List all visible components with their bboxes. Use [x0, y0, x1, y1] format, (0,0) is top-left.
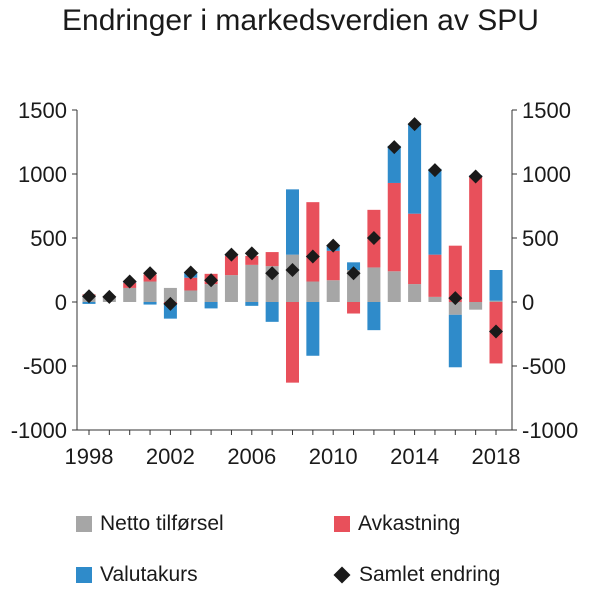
marker-samlet-endring-2017 [468, 169, 483, 184]
y-tick-label-left: -500 [23, 354, 67, 379]
bar-valutakurs-2009 [306, 302, 320, 356]
bar-valutakurs-2013 [387, 145, 401, 183]
bar-valutakurs-2015 [428, 168, 442, 255]
bar-netto-tilf-rsel-2004 [204, 284, 218, 302]
bar-avkastning-2015 [428, 254, 442, 297]
y-tick-label-left: 500 [30, 226, 67, 251]
bar-netto-tilf-rsel-2017 [469, 302, 483, 310]
marker-samlet-endring-2009 [305, 249, 320, 264]
bar-avkastning-2003 [184, 277, 198, 291]
bar-netto-tilf-rsel-2013 [387, 271, 401, 302]
marker-samlet-endring-2016 [448, 291, 463, 306]
marker-samlet-endring-2003 [183, 265, 198, 280]
bar-avkastning-2010 [326, 250, 340, 281]
y-tick-label-left: 1000 [18, 162, 67, 187]
bar-netto-tilf-rsel-2016 [448, 302, 462, 315]
marker-samlet-endring-2012 [366, 231, 381, 245]
bar-netto-tilf-rsel-2002 [163, 287, 177, 302]
bar-valutakurs-2008 [286, 189, 299, 255]
bar-avkastning-2017 [469, 176, 483, 302]
bar-avkastning-2016 [448, 245, 462, 302]
x-tick-label: 2014 [390, 444, 439, 469]
bar-avkastning-2005 [224, 255, 238, 276]
bar-valutakurs-2016 [448, 314, 462, 368]
bar-valutakurs-2014 [408, 124, 422, 214]
x-tick-label: 2002 [146, 444, 195, 469]
bar-avkastning-2007 [265, 252, 279, 267]
bar-netto-tilf-rsel-2010 [326, 280, 340, 302]
bar-valutakurs-2007 [265, 302, 279, 322]
y-tick-label-right: 1500 [522, 98, 571, 123]
marker-samlet-endring-2004 [204, 273, 219, 288]
bar-avkastning-2011 [347, 302, 361, 314]
y-tick-label-right: -500 [522, 354, 566, 379]
marker-samlet-endring-2002 [163, 296, 178, 311]
bar-netto-tilf-rsel-2014 [408, 284, 422, 302]
bar-avkastning-2013 [387, 182, 401, 272]
bar-netto-tilf-rsel-2006 [245, 264, 259, 302]
bar-netto-tilf-rsel-2011 [347, 270, 361, 302]
y-tick-label-right: 500 [522, 226, 559, 251]
bar-avkastning-2009 [306, 202, 320, 282]
bar-valutakurs-2011 [347, 262, 361, 270]
marker-samlet-endring-2018 [489, 324, 503, 339]
marker-samlet-endring-1999 [102, 289, 117, 304]
marker-samlet-endring-2013 [387, 140, 402, 155]
bar-netto-tilf-rsel-2003 [184, 290, 198, 302]
bar-netto-tilf-rsel-2012 [367, 267, 381, 302]
bar-avkastning-2008 [286, 302, 299, 383]
chart-title: Endringer i markedsverdien av SPU [62, 4, 539, 37]
bar-netto-tilf-rsel-2015 [428, 296, 442, 302]
y-tick-label-right: -1000 [522, 418, 578, 443]
bar-netto-tilf-rsel-2005 [224, 275, 238, 302]
bar-avkastning-2006 [245, 255, 259, 265]
marker-samlet-endring-1998 [82, 289, 96, 304]
bar-netto-tilf-rsel-2009 [306, 281, 320, 302]
bar-netto-tilf-rsel-2018 [489, 300, 503, 302]
x-tick-label: 2010 [309, 444, 358, 469]
bar-netto-tilf-rsel-2008 [286, 254, 299, 302]
bar-valutakurs-2006 [245, 302, 259, 306]
bar-valutakurs-2018 [489, 270, 503, 301]
y-tick-label-right: 0 [522, 290, 534, 315]
bar-avkastning-2014 [408, 213, 422, 285]
marker-samlet-endring-2005 [224, 247, 239, 262]
bar-netto-tilf-rsel-2000 [123, 287, 137, 302]
marker-samlet-endring-2000 [122, 274, 137, 289]
marker-samlet-endring-2011 [346, 266, 361, 281]
bar-valutakurs-2001 [143, 302, 157, 305]
y-tick-label-left: 0 [55, 290, 67, 315]
marker-samlet-endring-2006 [244, 246, 259, 261]
marker-samlet-endring-2015 [427, 163, 442, 178]
y-tick-label-left: -1000 [11, 418, 67, 443]
marker-samlet-endring-2010 [326, 238, 341, 253]
x-tick-label: 1998 [65, 444, 114, 469]
x-tick-label: 2006 [227, 444, 276, 469]
bar-valutakurs-2012 [367, 302, 381, 331]
x-tick-label: 2018 [472, 444, 521, 469]
bar-netto-tilf-rsel-2001 [143, 281, 157, 302]
bar-valutakurs-2004 [204, 302, 218, 309]
y-tick-label-right: 1000 [522, 162, 571, 187]
marker-samlet-endring-2008 [285, 263, 300, 277]
marker-samlet-endring-2007 [265, 266, 280, 281]
marker-samlet-endring-2014 [407, 117, 422, 132]
marker-samlet-endring-2001 [143, 266, 158, 281]
y-tick-label-left: 1500 [18, 98, 67, 123]
